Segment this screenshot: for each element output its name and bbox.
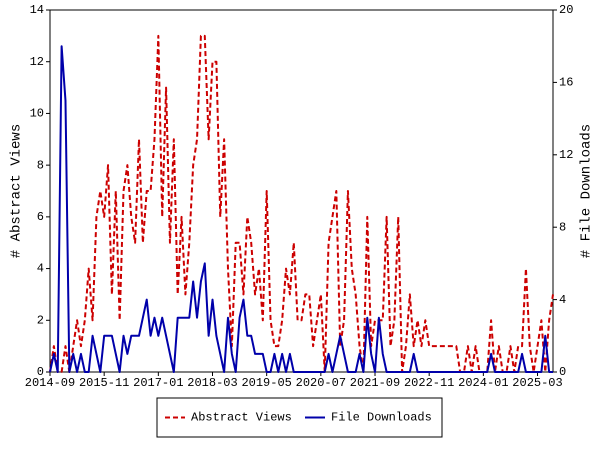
- y-axis-title: # Abstract Views: [9, 124, 25, 258]
- y-tick-label: 14: [30, 3, 44, 17]
- y-tick-label: 8: [37, 158, 44, 172]
- legend-label: Abstract Views: [191, 411, 292, 425]
- x-tick-label: 2018-03: [187, 376, 237, 390]
- x-tick-label: 2014-09: [25, 376, 75, 390]
- x-tick-label: 2019-05: [241, 376, 291, 390]
- y-tick-label: 0: [37, 365, 44, 379]
- x-tick-label: 2015-11: [79, 376, 129, 390]
- y2-tick-label: 16: [559, 76, 573, 90]
- y2-tick-label: 20: [559, 3, 573, 17]
- x-tick-label: 2017-01: [133, 376, 183, 390]
- x-tick-label: 2022-11: [404, 376, 454, 390]
- series-line: [49, 45, 553, 373]
- legend-label: File Downloads: [331, 411, 432, 425]
- series-line: [49, 34, 554, 373]
- y2-axis-title: # File Downloads: [579, 124, 595, 258]
- y2-tick-label: 0: [559, 365, 566, 379]
- x-tick-label: 2021-09: [350, 376, 400, 390]
- y-tick-label: 4: [37, 262, 44, 276]
- legend-box: [156, 397, 443, 438]
- y2-tick-label: 4: [559, 293, 566, 307]
- y-tick-label: 10: [30, 107, 44, 121]
- y-tick-label: 6: [37, 210, 44, 224]
- x-tick-label: 2025-03: [512, 376, 562, 390]
- y2-tick-label: 8: [559, 220, 566, 234]
- y-tick-label: 2: [37, 313, 44, 327]
- x-tick-label: 2024-01: [458, 376, 508, 390]
- y-tick-label: 12: [30, 55, 44, 69]
- y2-tick-label: 12: [559, 148, 573, 162]
- x-tick-label: 2020-07: [296, 376, 346, 390]
